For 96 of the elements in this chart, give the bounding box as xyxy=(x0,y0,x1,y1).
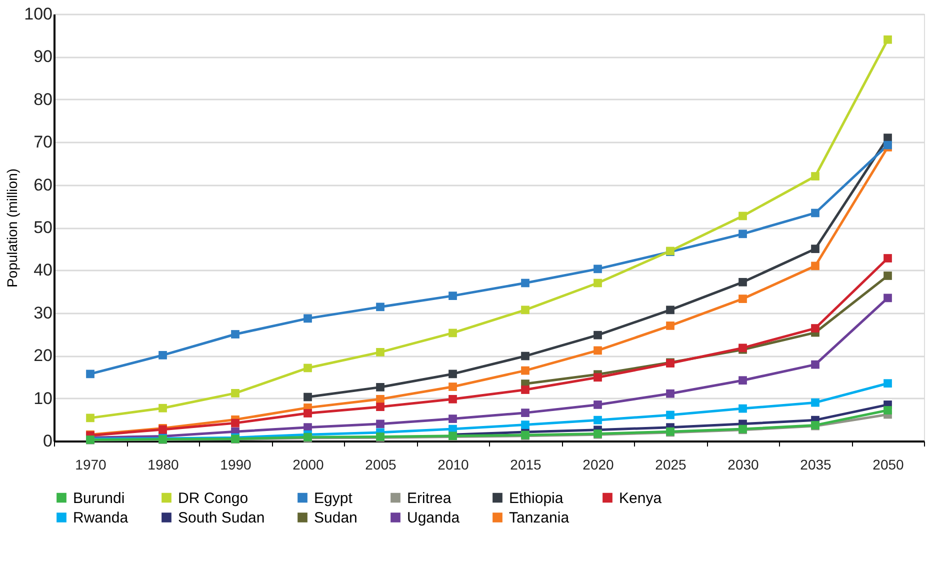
legend-label: Kenya xyxy=(619,490,662,507)
point xyxy=(738,404,747,413)
x-tick-label: 2050 xyxy=(872,456,904,472)
y-axis-title: Population (million) xyxy=(4,168,20,288)
point xyxy=(304,364,312,372)
point xyxy=(521,306,530,314)
point xyxy=(738,230,747,238)
point xyxy=(811,262,820,270)
point xyxy=(521,366,530,375)
point xyxy=(376,394,384,404)
point xyxy=(304,314,312,323)
point xyxy=(376,402,384,412)
point xyxy=(884,272,892,280)
point xyxy=(811,244,820,254)
point xyxy=(521,408,530,417)
point xyxy=(811,360,820,369)
point xyxy=(811,398,820,407)
point xyxy=(448,328,457,338)
legend-label: Burundi xyxy=(73,490,125,507)
legend-label: South Sudan xyxy=(178,510,265,526)
point xyxy=(448,370,457,378)
y-tick-label: 50 xyxy=(34,218,52,237)
y-tick-label: 70 xyxy=(34,132,52,152)
point xyxy=(376,383,384,392)
x-tick-label: 1970 xyxy=(75,456,107,472)
point xyxy=(811,172,820,180)
x-tick-label: 2000 xyxy=(292,456,324,472)
point xyxy=(666,306,674,314)
point xyxy=(448,292,457,300)
point xyxy=(521,386,530,394)
point xyxy=(376,420,384,428)
point xyxy=(884,379,892,388)
legend-label: Uganda xyxy=(407,510,460,526)
y-tick-label: 20 xyxy=(34,346,52,366)
legend-label: Eritrea xyxy=(407,490,452,507)
point xyxy=(738,294,747,303)
point xyxy=(594,416,602,424)
point xyxy=(448,394,457,404)
point xyxy=(884,140,892,150)
x-tick-label: 2015 xyxy=(510,456,542,472)
legend-label: Ethiopia xyxy=(509,490,564,507)
y-tick-label: 0 xyxy=(43,432,52,450)
point xyxy=(884,35,892,44)
legend-label: Egypt xyxy=(314,490,354,507)
point xyxy=(231,418,240,428)
y-tick-label: 90 xyxy=(34,47,52,66)
point xyxy=(594,278,602,288)
point xyxy=(594,400,602,409)
x-tick-label: 2035 xyxy=(800,456,832,472)
y-tick-label: 10 xyxy=(34,388,52,408)
point xyxy=(666,389,674,398)
point xyxy=(666,410,674,420)
point xyxy=(86,414,94,422)
x-tick-label: 1990 xyxy=(220,456,252,472)
point xyxy=(884,294,892,302)
point xyxy=(811,208,820,218)
point xyxy=(231,388,240,398)
x-tick-label: 2025 xyxy=(655,456,687,472)
point xyxy=(594,346,602,355)
point xyxy=(738,376,747,385)
x-tick-label: 1980 xyxy=(148,456,180,472)
point xyxy=(448,382,457,391)
point xyxy=(304,409,312,418)
x-tick-label: 2030 xyxy=(728,456,760,472)
point xyxy=(304,392,312,402)
point xyxy=(521,278,530,288)
point xyxy=(86,370,94,378)
y-tick-label: 60 xyxy=(34,175,52,194)
point xyxy=(376,302,384,312)
y-tick-label: 80 xyxy=(34,90,52,109)
point xyxy=(884,254,892,262)
point xyxy=(594,264,602,274)
point xyxy=(376,348,384,356)
x-tick-label: 2005 xyxy=(365,456,397,472)
point xyxy=(594,330,602,340)
point xyxy=(448,414,457,423)
point xyxy=(811,324,820,332)
point xyxy=(738,212,747,220)
y-tick-label: 100 xyxy=(24,4,52,24)
point xyxy=(158,350,167,360)
point xyxy=(738,278,747,286)
point xyxy=(594,373,602,382)
x-tick-label: 2010 xyxy=(438,456,470,472)
point xyxy=(521,420,530,429)
y-tick-label: 30 xyxy=(34,303,52,322)
legend-label: Rwanda xyxy=(73,510,129,526)
point xyxy=(158,404,167,412)
legend-label: DR Congo xyxy=(178,490,248,507)
x-tick-label: 2020 xyxy=(582,456,614,472)
legend-label: Tanzania xyxy=(509,510,570,526)
y-tick-label: 40 xyxy=(34,260,52,280)
point xyxy=(231,330,240,338)
point xyxy=(666,322,674,330)
point xyxy=(884,406,892,414)
legend-label: Sudan xyxy=(314,510,358,526)
point xyxy=(521,352,530,360)
